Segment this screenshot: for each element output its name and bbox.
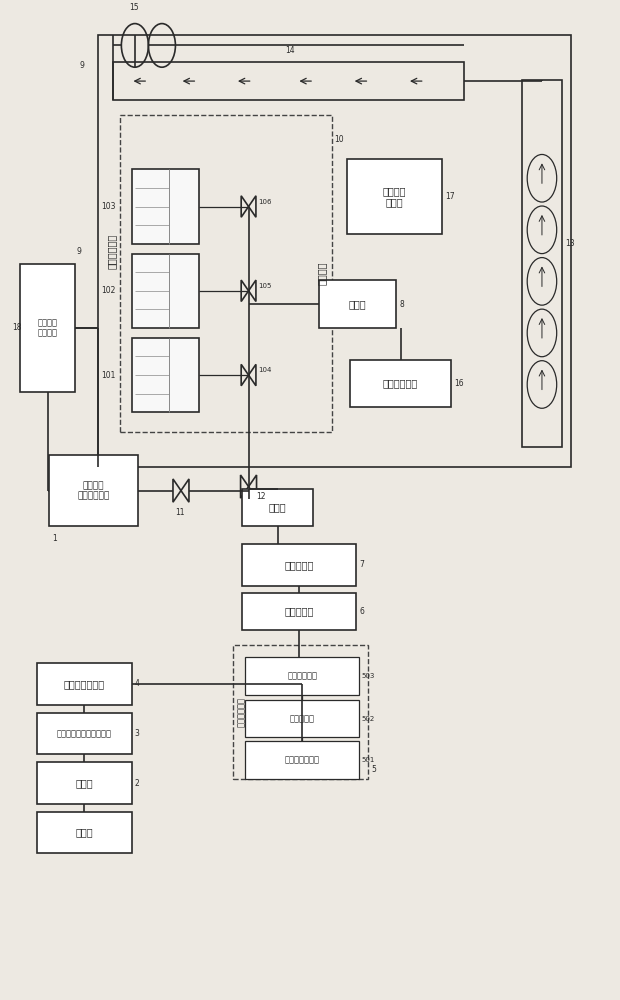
Text: 16: 16 — [454, 379, 464, 388]
FancyBboxPatch shape — [37, 713, 132, 754]
FancyBboxPatch shape — [132, 338, 200, 412]
FancyBboxPatch shape — [350, 360, 451, 407]
Text: 制氧装置定量器: 制氧装置定量器 — [64, 679, 105, 689]
Text: 17: 17 — [445, 192, 455, 201]
Text: 初粗过滤吸附器: 初粗过滤吸附器 — [285, 756, 320, 765]
Text: 7: 7 — [359, 560, 364, 569]
FancyBboxPatch shape — [242, 593, 356, 630]
FancyBboxPatch shape — [132, 169, 200, 244]
Text: 测氧义: 测氧义 — [349, 299, 366, 309]
Text: 新风口: 新风口 — [76, 828, 93, 838]
FancyBboxPatch shape — [347, 159, 442, 234]
FancyBboxPatch shape — [246, 700, 359, 737]
Text: 9: 9 — [79, 61, 84, 70]
Text: 活性炭过滤器: 活性炭过滤器 — [287, 671, 317, 680]
Text: 送氧设备: 送氧设备 — [317, 262, 327, 285]
Text: 104: 104 — [258, 367, 271, 373]
Text: 105: 105 — [258, 283, 271, 289]
Text: 2: 2 — [135, 779, 140, 788]
Text: 细菌过滤器: 细菌过滤器 — [290, 714, 315, 723]
FancyBboxPatch shape — [37, 812, 132, 853]
FancyBboxPatch shape — [37, 762, 132, 804]
Text: 9: 9 — [76, 247, 81, 256]
Text: 鼓风机: 鼓风机 — [76, 778, 93, 788]
Text: 11: 11 — [175, 508, 184, 517]
FancyBboxPatch shape — [319, 280, 396, 328]
Text: 8: 8 — [399, 300, 404, 309]
Text: 中央空调
送新风总风道: 中央空调 送新风总风道 — [78, 481, 110, 500]
Text: 1: 1 — [52, 534, 56, 543]
Text: 10: 10 — [335, 135, 344, 144]
Text: 106: 106 — [258, 199, 272, 205]
FancyBboxPatch shape — [49, 455, 138, 526]
FancyBboxPatch shape — [242, 489, 313, 526]
Text: 测二氧化碳义: 测二氧化碳义 — [383, 378, 418, 388]
Text: 含催化剂的制氧净化装置: 含催化剂的制氧净化装置 — [56, 729, 112, 738]
Text: 气源净化系统: 气源净化系统 — [237, 697, 246, 727]
Text: 502: 502 — [361, 716, 374, 722]
Text: 氧舶式健身房: 氧舶式健身房 — [107, 234, 117, 269]
Text: 13: 13 — [565, 239, 575, 248]
Text: 3: 3 — [135, 729, 140, 738]
Text: 4: 4 — [135, 679, 140, 688]
Text: 18: 18 — [12, 323, 22, 332]
Text: 503: 503 — [361, 673, 374, 679]
Text: 12: 12 — [257, 492, 266, 501]
FancyBboxPatch shape — [242, 544, 356, 586]
Text: 空气除菌
过滤装置: 空气除菌 过滤装置 — [38, 318, 58, 338]
Text: 501: 501 — [361, 757, 374, 763]
Text: 101: 101 — [101, 371, 115, 380]
Text: 102: 102 — [101, 286, 115, 295]
Text: 15: 15 — [129, 3, 138, 12]
Text: 6: 6 — [359, 607, 364, 616]
FancyBboxPatch shape — [246, 657, 359, 695]
Text: 14: 14 — [285, 46, 295, 55]
FancyBboxPatch shape — [37, 663, 132, 705]
Text: 负氧离子
发生器: 负氧离子 发生器 — [383, 186, 406, 207]
Text: 103: 103 — [101, 202, 115, 211]
FancyBboxPatch shape — [20, 264, 75, 392]
Text: 湿度控制器: 湿度控制器 — [285, 560, 314, 570]
FancyBboxPatch shape — [132, 254, 200, 328]
Text: 温度控制器: 温度控制器 — [285, 607, 314, 617]
Text: 5: 5 — [371, 765, 376, 774]
Text: 通风口: 通风口 — [269, 502, 286, 512]
FancyBboxPatch shape — [246, 741, 359, 779]
